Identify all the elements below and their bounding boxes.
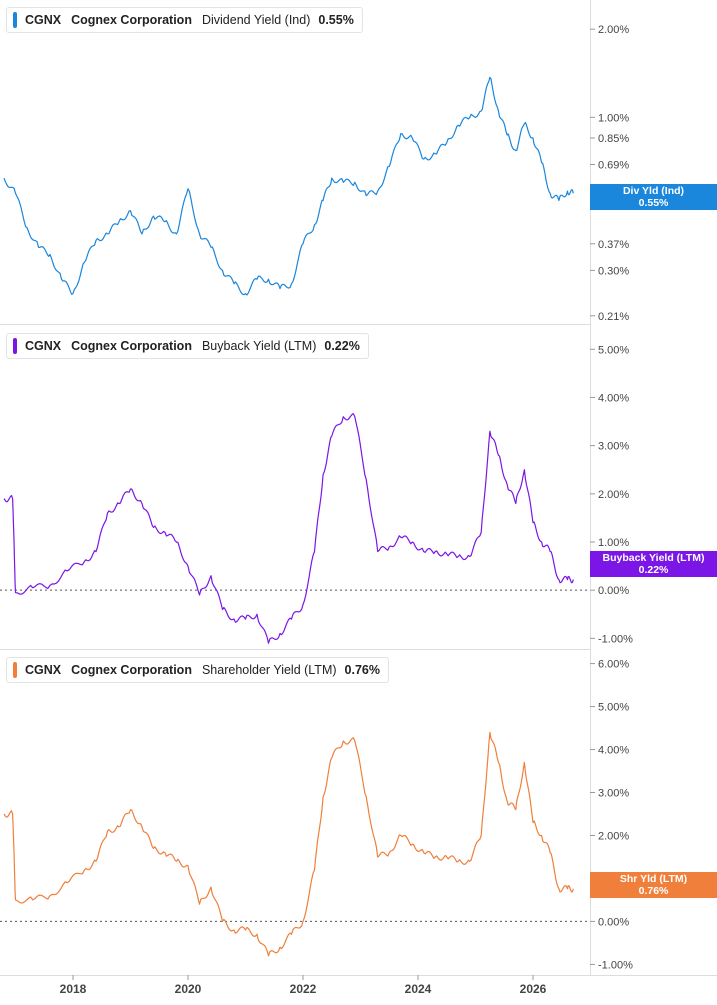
value-tag-value: 0.22% <box>638 564 669 576</box>
panel-buyback: 5.00% 4.00% 3.00% 2.00% 1.00% 0.00% -1.00% <box>0 344 633 645</box>
value-tag-label: Shr Yld (LTM) <box>619 873 688 885</box>
y-tick-label: 0.37% <box>598 239 629 251</box>
legend-swatch-dividend <box>13 12 17 28</box>
y-tick-label: 2.00% <box>598 830 629 842</box>
value-tag-value: 0.55% <box>638 197 669 209</box>
legend-value: 0.22% <box>324 339 360 353</box>
value-tag-label: Div Yld (Ind) <box>622 185 685 197</box>
y-tick-label: 1.00% <box>598 112 629 124</box>
y-tick-label: -1.00% <box>598 633 633 645</box>
value-tag-shareholder: Shr Yld (LTM) 0.76% <box>590 872 717 898</box>
y-tick-label: 5.00% <box>598 702 629 714</box>
value-tag-buyback: Buyback Yield (LTM) 0.22% <box>590 551 717 577</box>
legend-dividend: CGNX Cognex Corporation Dividend Yield (… <box>6 7 363 33</box>
y-tick-label: 0.30% <box>598 265 629 277</box>
series-line-dividend <box>3 76 574 296</box>
legend-swatch-shareholder <box>13 662 17 678</box>
y-tick-label: 0.00% <box>598 916 629 928</box>
legend-metric: Dividend Yield (Ind) <box>201 13 311 27</box>
legend-company: Cognex Corporation <box>71 13 192 27</box>
x-tick-label: 2018 <box>60 982 87 996</box>
x-tick-label: 2024 <box>405 982 432 996</box>
legend-shareholder: CGNX Cognex Corporation Shareholder Yiel… <box>6 657 389 683</box>
legend-ticker: CGNX <box>25 13 62 27</box>
y-tick-label: 6.00% <box>598 659 629 671</box>
y-tick-label: 0.00% <box>598 585 629 597</box>
y-tick-label: 3.00% <box>598 788 629 800</box>
value-tag-dividend: Div Yld (Ind) 0.55% <box>590 184 717 210</box>
legend-ticker: CGNX <box>25 339 62 353</box>
legend-buyback: CGNX Cognex Corporation Buyback Yield (L… <box>6 333 369 359</box>
series-line-buyback <box>3 413 574 644</box>
legend-company: Cognex Corporation <box>71 663 192 677</box>
y-tick-label: 4.00% <box>598 745 629 757</box>
legend-metric: Buyback Yield (LTM) <box>201 339 317 353</box>
legend-ticker: CGNX <box>25 663 62 677</box>
y-tick-label: 0.21% <box>598 311 629 323</box>
x-axis: 2018 2020 2022 2024 2026 <box>60 975 547 996</box>
y-tick-label: 0.85% <box>598 133 629 145</box>
legend-company: Cognex Corporation <box>71 339 192 353</box>
x-tick-label: 2020 <box>175 982 202 996</box>
x-tick-label: 2026 <box>520 982 547 996</box>
y-tick-label: 2.00% <box>598 489 629 501</box>
panel-dividend: 2.00%1.00%0.85%0.69%0.52%0.37%0.30%0.21% <box>3 24 629 323</box>
legend-value: 0.55% <box>318 13 354 27</box>
x-tick-label: 2022 <box>290 982 317 996</box>
legend-swatch-buyback <box>13 338 17 354</box>
y-tick-label: 0.69% <box>598 160 629 172</box>
legend-metric: Shareholder Yield (LTM) <box>201 663 337 677</box>
y-tick-label: 1.00% <box>598 537 629 549</box>
legend-value: 0.76% <box>344 663 380 677</box>
series-line-shareholder <box>3 731 574 957</box>
y-tick-label: 5.00% <box>598 344 629 356</box>
y-tick-label: 3.00% <box>598 441 629 453</box>
y-tick-label: 4.00% <box>598 392 629 404</box>
y-tick-label: -1.00% <box>598 959 633 971</box>
value-tag-value: 0.76% <box>638 885 669 897</box>
value-tag-label: Buyback Yield (LTM) <box>602 552 705 564</box>
panel-shareholder: 6.00% 5.00% 4.00% 3.00% 2.00% 0.00% -1.00% <box>0 659 633 971</box>
y-tick-label: 2.00% <box>598 24 629 36</box>
